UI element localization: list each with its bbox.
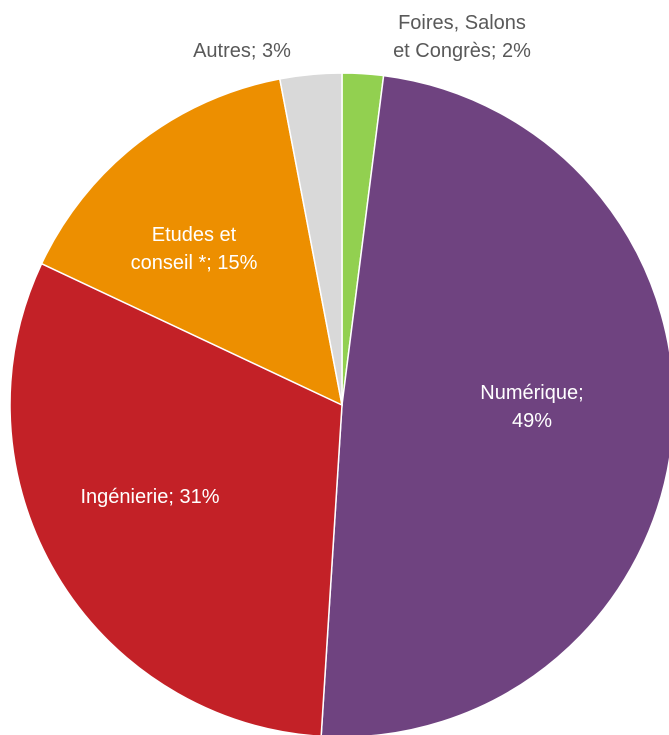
pie-slices bbox=[9, 72, 669, 735]
data-label-line: Numérique; bbox=[480, 382, 583, 404]
data-label-ingenierie: Ingénierie; 31% bbox=[81, 486, 220, 508]
data-label-line: 49% bbox=[512, 410, 552, 432]
data-label-line: Ingénierie; 31% bbox=[81, 486, 220, 508]
data-label-foires-salons-et-congres: Foires, Salons et Congrès; 2% bbox=[393, 12, 531, 62]
data-label-etudes-et-conseil: Etudes et conseil *; 15% bbox=[131, 224, 258, 274]
data-label-line: Autres; 3% bbox=[193, 40, 291, 62]
pie-slice-numerique bbox=[320, 74, 669, 735]
pie-labels: Foires, Salons et Congrès; 2% Numérique; 49… bbox=[81, 12, 584, 508]
data-label-line: Etudes et bbox=[152, 224, 237, 246]
pie-slice-ingenierie bbox=[9, 262, 343, 735]
data-label-line: Foires, Salons bbox=[398, 12, 526, 34]
data-label-line: et Congrès; 2% bbox=[393, 40, 531, 62]
data-label-numerique: Numérique; 49% bbox=[480, 382, 583, 432]
pie-slice-etudes-et-conseil bbox=[40, 78, 344, 407]
data-label-line: conseil *; 15% bbox=[131, 252, 258, 274]
data-label-autres: Autres; 3% bbox=[193, 40, 291, 62]
pie-slice-autres bbox=[278, 72, 343, 406]
